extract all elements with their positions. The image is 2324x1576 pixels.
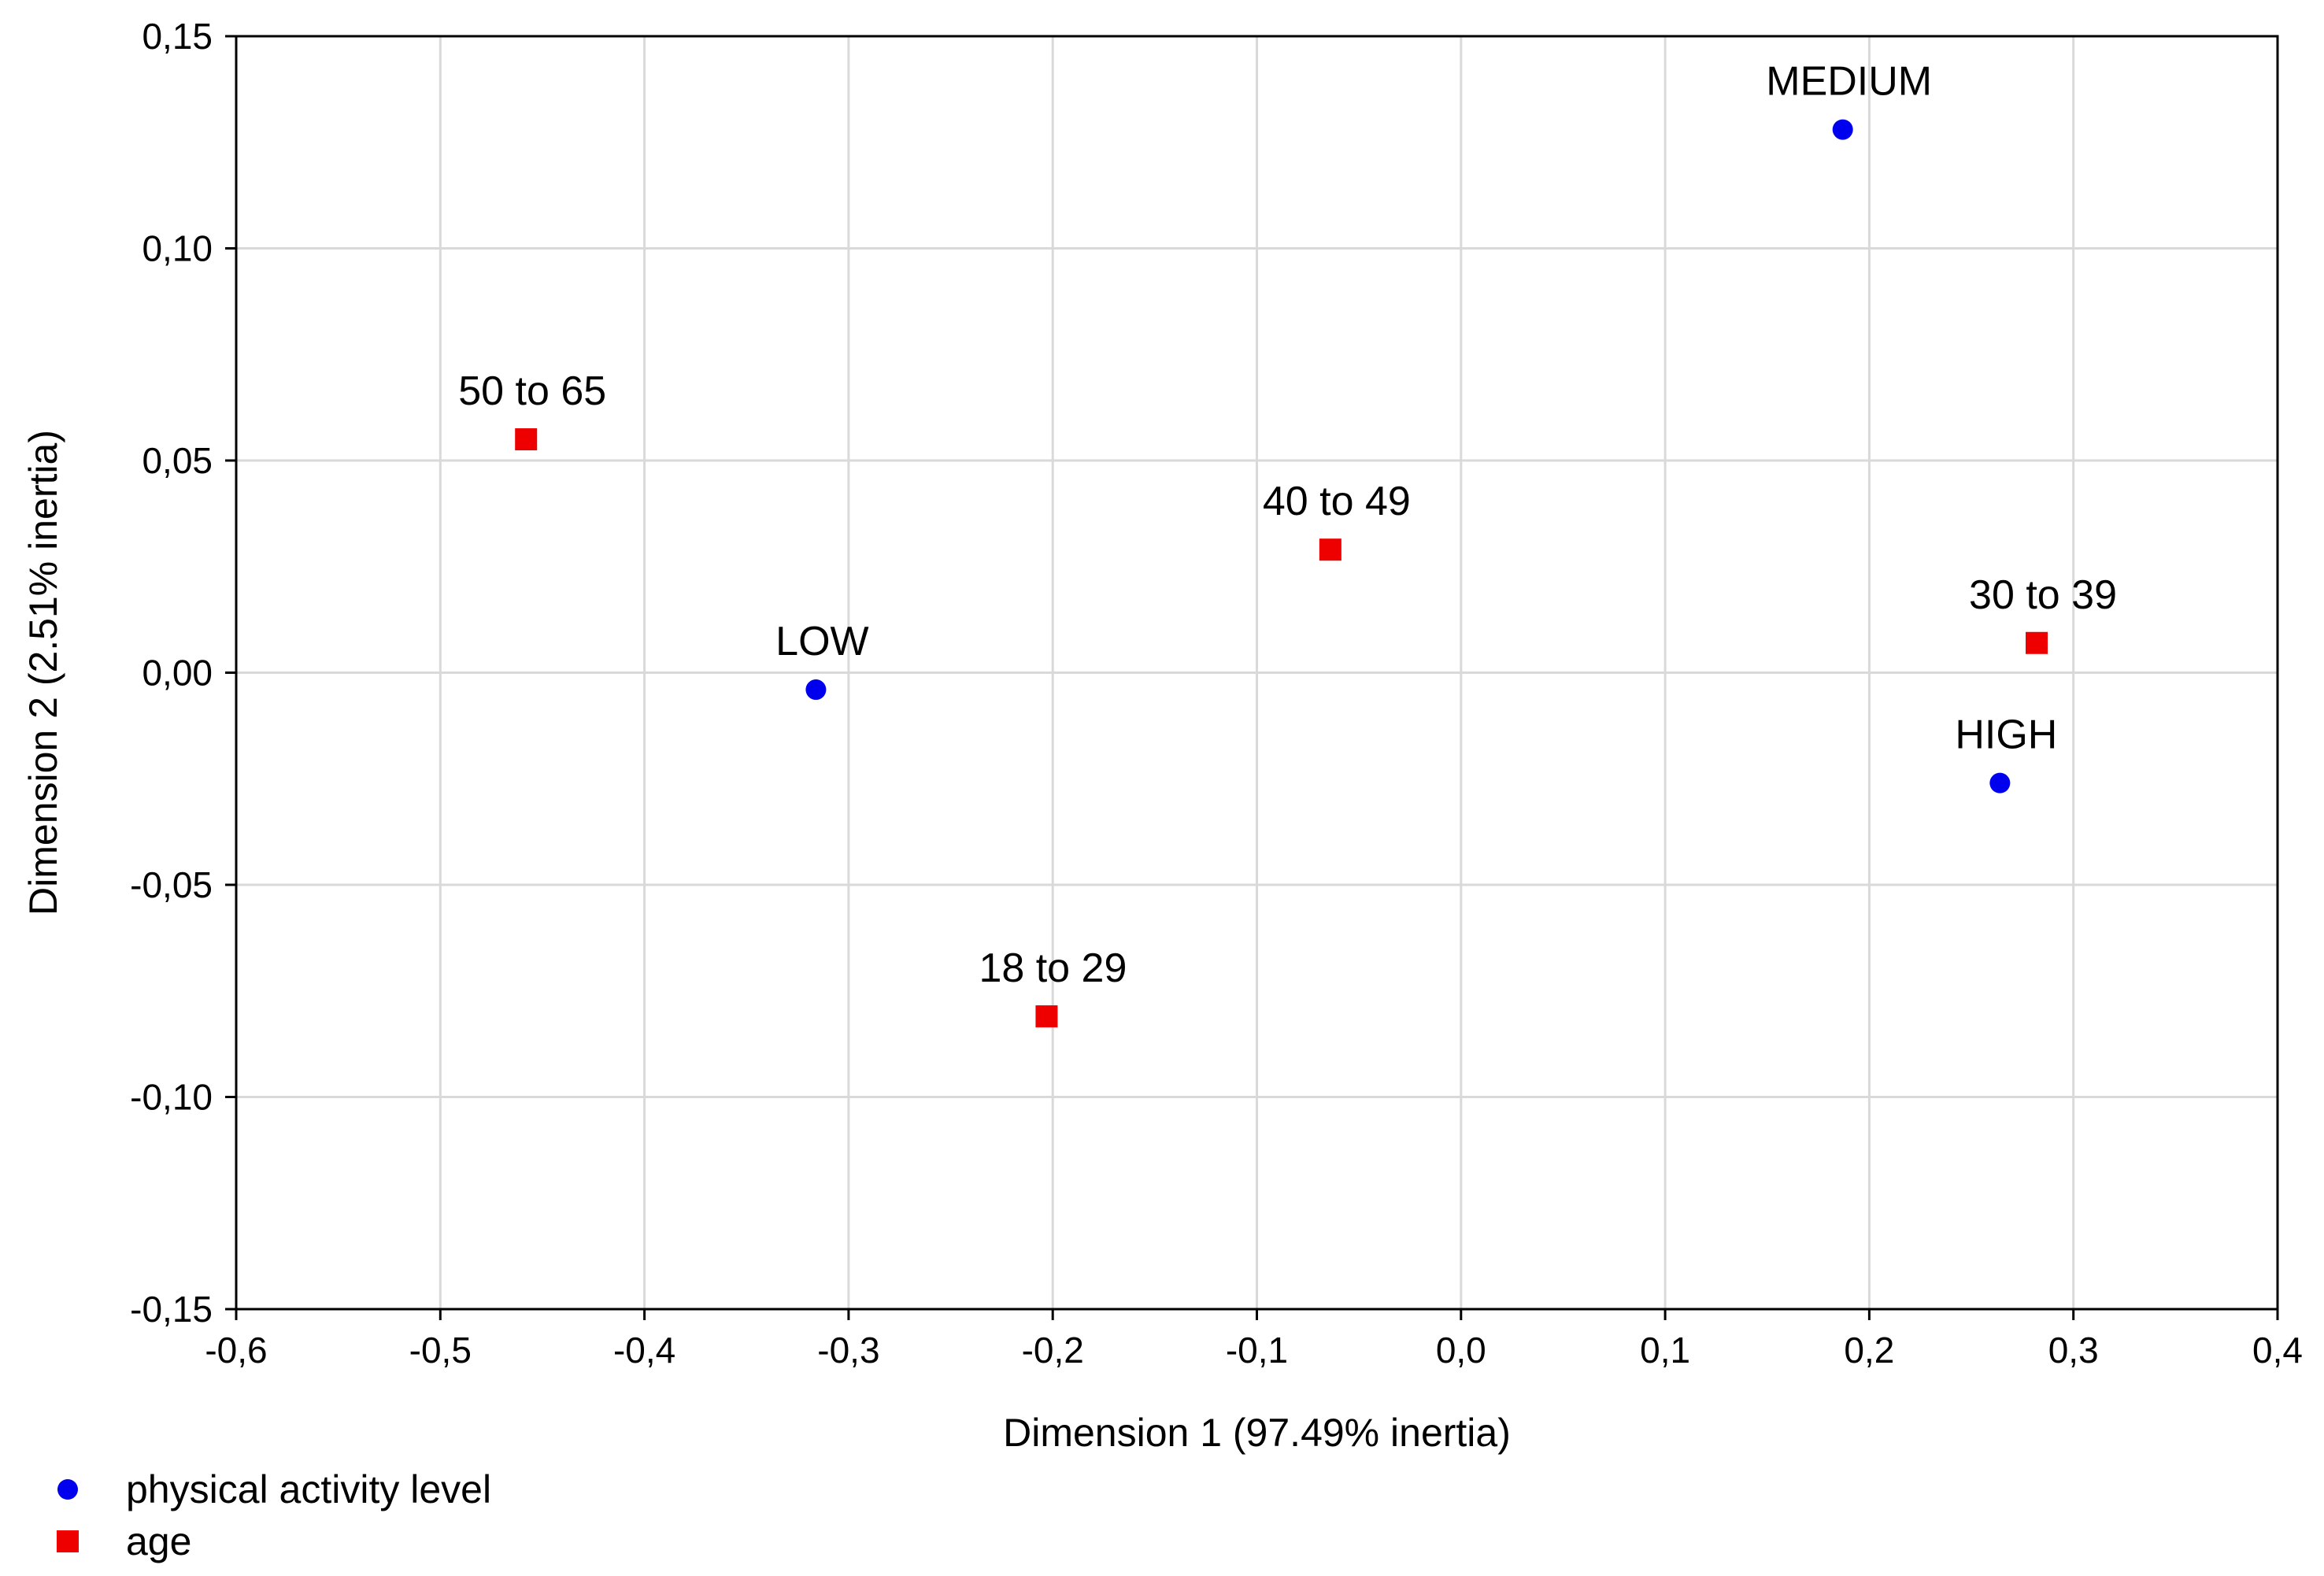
x-axis-title: Dimension 1 (97.49% inertia) (1003, 1411, 1511, 1455)
legend-label: age (126, 1519, 191, 1563)
point-marker-square (1035, 1005, 1058, 1028)
y-tick-label: -0,10 (130, 1077, 213, 1118)
grid-lines (235, 35, 2279, 1311)
x-tick-label: -0,1 (1226, 1330, 1288, 1371)
legend: physical activity level age (57, 1467, 491, 1563)
x-tick-label: 0,2 (1844, 1330, 1894, 1371)
y-tick-label: 0,10 (142, 228, 213, 269)
point-label: 50 to 65 (458, 368, 606, 414)
x-tick-label: -0,4 (613, 1330, 675, 1371)
x-tick-label: -0,6 (205, 1330, 267, 1371)
point-marker-circle (1832, 119, 1853, 140)
point-marker-circle (1989, 772, 2011, 794)
x-tick-label: -0,2 (1022, 1330, 1084, 1371)
x-tick-label: 0,4 (2252, 1330, 2303, 1371)
y-tick-label: -0,15 (130, 1289, 213, 1330)
data-points (515, 119, 2048, 1028)
x-tick-label: -0,5 (409, 1330, 472, 1371)
y-tick-label: 0,05 (142, 440, 213, 481)
y-axis-tick-labels: 0,15 0,10 0,05 0,00 -0,05 -0,10 -0,15 (130, 16, 213, 1330)
y-tick-label: 0,00 (142, 653, 213, 694)
point-label: 40 to 49 (1263, 479, 1411, 524)
legend-label: physical activity level (126, 1467, 491, 1511)
point-labels: MEDIUM LOW HIGH 50 to 65 40 to 49 30 to 39 18 … (458, 59, 2117, 992)
x-axis-tick-labels: -0,6 -0,5 -0,4 -0,3 -0,2 -0,1 0,0 0,1 0,2 0,3 0,4 (205, 1330, 2303, 1371)
x-tick-label: 0,1 (1640, 1330, 1690, 1371)
x-tick-label: 0,3 (2048, 1330, 2099, 1371)
point-marker-square (2026, 631, 2048, 654)
y-tick-label: -0,05 (130, 864, 213, 905)
x-tick-label: -0,3 (817, 1330, 879, 1371)
y-tick-label: 0,15 (142, 16, 213, 57)
legend-marker-circle (57, 1479, 78, 1500)
point-label: HIGH (1955, 712, 2057, 758)
y-axis-title: Dimension 2 (2.51% inertia) (21, 430, 65, 916)
point-label: LOW (775, 619, 868, 664)
point-marker-square (1319, 538, 1341, 561)
point-label: 18 to 29 (979, 945, 1127, 991)
point-marker-square (515, 428, 538, 451)
x-tick-label: 0,0 (1436, 1330, 1486, 1371)
legend-marker-square (57, 1530, 79, 1552)
point-marker-circle (805, 679, 827, 701)
point-label: MEDIUM (1766, 59, 1932, 105)
point-label: 30 to 39 (1969, 572, 2117, 618)
axis-ticks (225, 35, 2279, 1320)
